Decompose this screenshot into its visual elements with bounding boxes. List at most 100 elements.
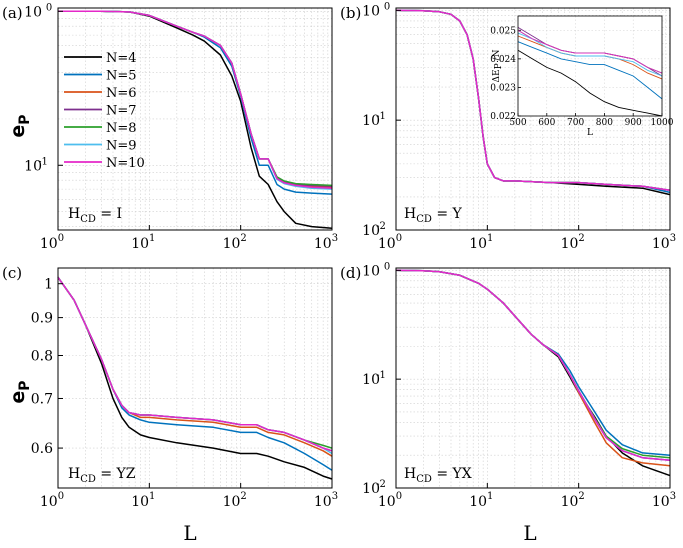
inset-ylabel-pre: ΔE (492, 69, 502, 82)
x-tick-label-exp: 1 (487, 491, 493, 502)
y-tick-label: 10 (362, 263, 380, 279)
series-line-n-6 (58, 10, 333, 189)
axes-box (395, 7, 671, 231)
hcd-annotation: HCD = Y (404, 206, 463, 225)
x-tick-label-exp: 1 (487, 233, 493, 244)
legend-entry: N=6 (106, 86, 137, 101)
series-group (58, 10, 333, 230)
x-tick-label: 102 (561, 233, 585, 252)
panel-label: (c) (2, 264, 22, 282)
x-tick-label: 103 (314, 233, 338, 252)
series-line-n-7 (57, 276, 333, 452)
inset-series-line-n-5 (517, 41, 663, 100)
series-line-n-7 (58, 10, 333, 188)
x-tick-label-exp: 3 (670, 233, 676, 244)
x-tick-label-exp: 1 (149, 491, 155, 502)
legend-entry: N=8 (106, 121, 137, 136)
hcd-sub: CD (416, 214, 432, 225)
y-tick-label-base: 10 (24, 158, 42, 174)
inset-y-tick-label: 0.025 (490, 26, 516, 36)
y-tick-label-base: 10 (362, 263, 380, 279)
series-group (57, 276, 333, 480)
y-tick-label-base: 10 (24, 4, 42, 20)
y-tick-label: 0.8 (31, 349, 53, 365)
x-tick-label-base: 10 (378, 494, 396, 510)
y-axis-label-sub: P (17, 380, 33, 390)
y-tick-label-base: 10 (362, 223, 380, 239)
y-tick-label-exp: 0 (46, 2, 52, 13)
series-line-n-6 (395, 269, 671, 467)
x-tick-label: 102 (561, 491, 585, 510)
x-tick-label: 103 (652, 491, 676, 510)
inset-y-tick-label: 0.023 (490, 83, 516, 93)
series-line-n-10 (58, 10, 333, 189)
hcd-main: H (404, 206, 416, 222)
y-axis-label-sub: P (17, 114, 33, 124)
y-tick-label-exp: -1 (376, 370, 386, 381)
y-tick-label-base: 0.7 (31, 391, 53, 407)
legend-entry: N=7 (106, 104, 137, 119)
x-tick-label-base: 10 (469, 236, 487, 252)
x-tick-label: 101 (469, 233, 493, 252)
hcd-tail: = YZ (96, 466, 136, 482)
hcd-tail: = I (96, 206, 122, 222)
series-line-n-9 (395, 269, 671, 461)
legend: N=4 N=5 N=6 N=7 N=8 N=9 N=10 (64, 51, 145, 171)
x-tick-label-base: 10 (223, 236, 241, 252)
axes-box (395, 267, 671, 489)
legend-entry: N=10 (106, 156, 145, 171)
y-tick-label-base: 0.9 (31, 311, 53, 327)
legend-entry: N=4 (106, 51, 137, 66)
y-tick-label: 10 (362, 113, 380, 129)
y-axis-label: eP (7, 114, 33, 137)
x-tick-label-exp: 2 (578, 491, 584, 502)
hcd-tail: = Y (432, 206, 463, 222)
y-tick-label-base: 10 (362, 481, 380, 497)
y-tick-label-base: 0.6 (31, 441, 53, 457)
legend-entry: N=9 (106, 139, 137, 154)
x-tick-label: 103 (314, 491, 338, 510)
x-tick-label-base: 10 (223, 494, 241, 510)
series-line-n-8 (58, 10, 333, 187)
x-tick-label-exp: 1 (149, 233, 155, 244)
x-tick-label-base: 10 (131, 236, 149, 252)
hcd-main: H (68, 206, 80, 222)
inset-bg (518, 16, 662, 116)
x-tick-label-exp: 2 (240, 233, 246, 244)
hcd-main: H (404, 466, 416, 482)
x-tick-label-exp: 3 (332, 233, 338, 244)
hcd-annotation: HCD = YZ (68, 466, 136, 485)
x-tick-label-exp: 0 (58, 233, 64, 244)
x-tick-label-base: 10 (652, 236, 670, 252)
inset-y-tick-label: 0.022 (490, 112, 516, 122)
x-tick-label: 100 (378, 491, 402, 510)
inset-x-tick-label: 800 (596, 118, 613, 128)
hcd-main: H (68, 466, 80, 482)
y-tick-label-base: 10 (362, 372, 380, 388)
x-tick-label-base: 10 (652, 494, 670, 510)
x-axis-label: L (523, 521, 536, 545)
x-tick-label-exp: 0 (58, 491, 64, 502)
y-tick-label-exp: -2 (376, 221, 386, 232)
y-tick-label-base: 1 (44, 277, 53, 293)
y-tick-label-exp: -1 (376, 111, 386, 122)
axes-box (57, 7, 333, 231)
x-tick-label: 102 (223, 233, 247, 252)
x-tick-label-base: 10 (40, 236, 58, 252)
panel-label: (a) (2, 4, 23, 22)
y-tick-label-exp: 0 (384, 261, 390, 272)
y-tick-label-base: 0.8 (31, 349, 53, 365)
axes-box (57, 267, 333, 489)
x-tick-label-base: 10 (378, 236, 396, 252)
hcd-sub: CD (80, 214, 96, 225)
series-group (395, 9, 671, 196)
y-axis-label-main: e (7, 391, 29, 404)
y-tick-label-exp: -1 (38, 156, 48, 167)
x-tick-label-exp: 2 (578, 233, 584, 244)
x-tick-label: 100 (40, 233, 64, 252)
